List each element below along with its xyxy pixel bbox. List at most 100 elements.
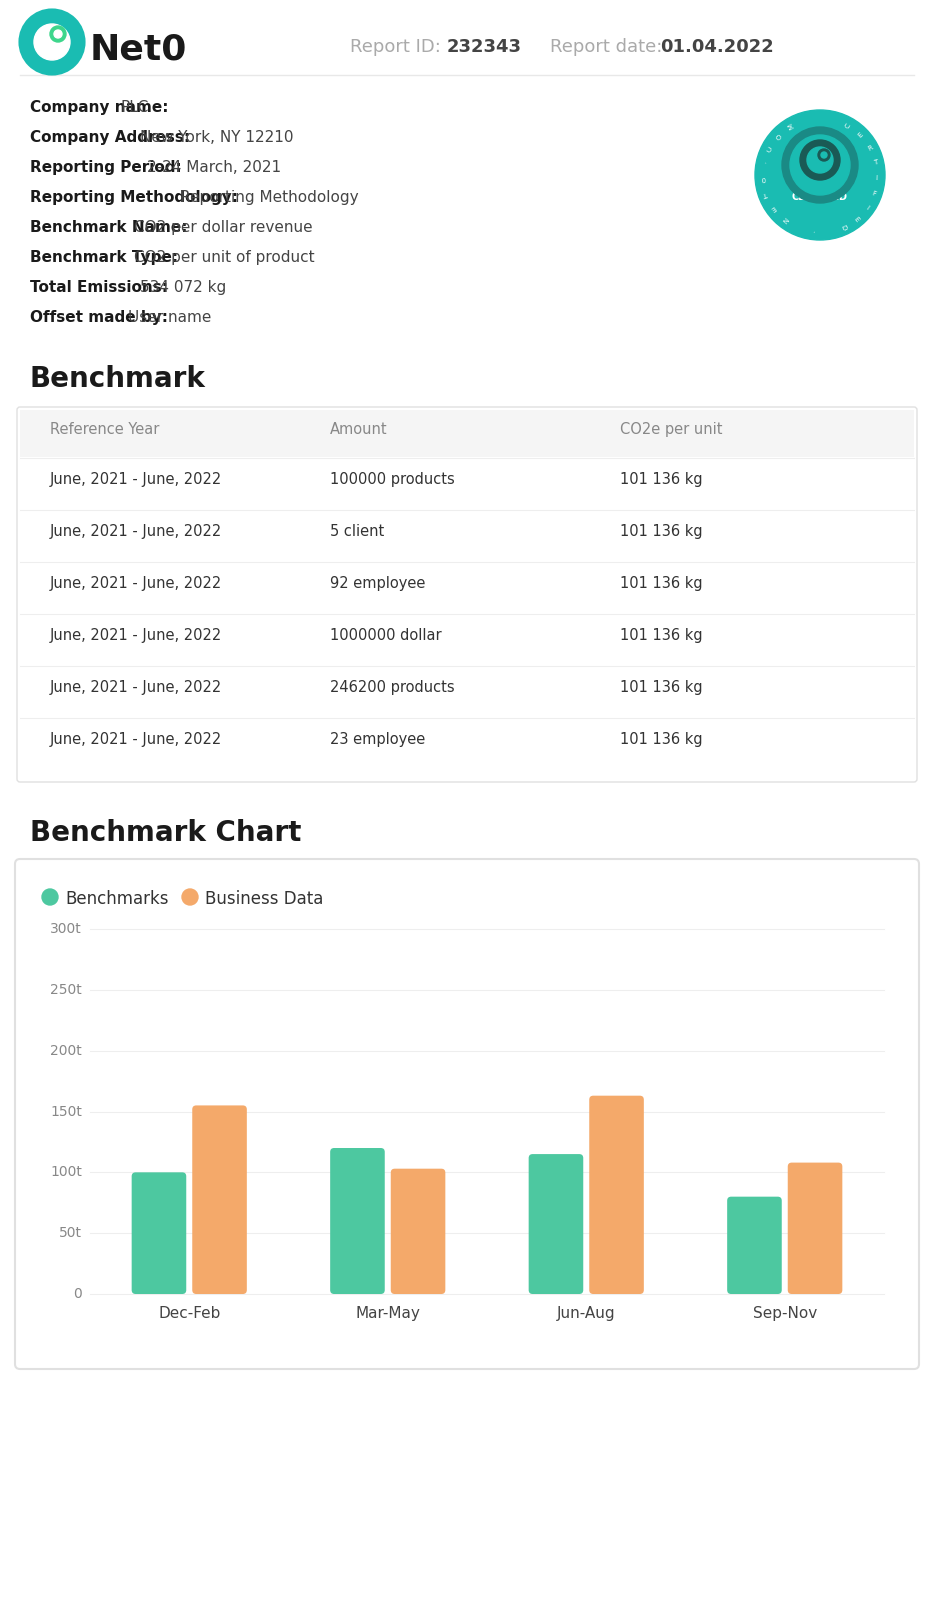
FancyBboxPatch shape [728,1197,782,1294]
Text: I: I [864,205,870,211]
Text: M: M [787,122,796,130]
Text: E: E [853,216,860,222]
Text: Total Emissions:: Total Emissions: [30,280,173,294]
Text: New York, NY 12210: New York, NY 12210 [140,130,294,146]
Text: 2-24 March, 2021: 2-24 March, 2021 [147,160,281,174]
Text: June, 2021 - June, 2022: June, 2021 - June, 2022 [50,627,222,643]
Text: E: E [770,203,777,211]
Text: 150t: 150t [50,1104,82,1118]
Text: N: N [780,214,787,222]
Text: Reporting Period:: Reporting Period: [30,160,187,174]
Text: Amount: Amount [330,422,388,437]
FancyBboxPatch shape [529,1154,583,1294]
Text: Offset made by:: Offset made by: [30,310,168,325]
Circle shape [50,26,66,42]
Text: 101 136 kg: 101 136 kg [620,525,702,539]
Circle shape [818,149,830,162]
Text: Net0: Net0 [90,32,188,66]
Text: Dec-Feb: Dec-Feb [158,1306,220,1322]
Text: Report ID:: Report ID: [350,38,441,56]
Text: Reference Year: Reference Year [50,422,160,437]
Text: I: I [876,174,878,181]
Text: Benchmarks: Benchmarks [65,890,168,909]
Text: R: R [867,144,873,152]
Text: 250t: 250t [50,982,82,997]
FancyBboxPatch shape [589,1096,644,1294]
Circle shape [182,890,198,906]
Text: Reporting Methodology: Reporting Methodology [179,190,358,205]
Text: Benchmark Type:: Benchmark Type: [30,250,183,266]
Text: D: D [839,224,847,230]
Text: 246200 products: 246200 products [330,680,455,694]
Text: CERTIFIED: CERTIFIED [792,192,848,202]
Text: Sep-Nov: Sep-Nov [753,1306,817,1322]
Text: 0: 0 [73,1286,82,1301]
Text: E: E [857,131,865,139]
Text: CO2 per unit of product: CO2 per unit of product [134,250,315,266]
Text: 92 employee: 92 employee [330,576,425,590]
Text: 200t: 200t [50,1043,82,1058]
Circle shape [807,147,833,173]
Circle shape [790,134,850,195]
Text: Benchmark Name:: Benchmark Name: [30,219,192,235]
FancyBboxPatch shape [20,410,914,458]
Text: Mar-May: Mar-May [355,1306,420,1322]
Text: 300t: 300t [50,922,82,936]
Text: 50t: 50t [59,1226,82,1240]
Text: T: T [763,190,769,197]
Text: June, 2021 - June, 2022: June, 2021 - June, 2022 [50,525,222,539]
Text: Business Data: Business Data [205,890,323,909]
Text: June, 2021 - June, 2022: June, 2021 - June, 2022 [50,733,222,747]
Text: Benchmark Chart: Benchmark Chart [30,819,302,846]
Circle shape [821,152,827,158]
Text: 5 client: 5 client [330,525,384,539]
Text: Company Address:: Company Address: [30,130,195,146]
FancyBboxPatch shape [330,1149,385,1294]
FancyBboxPatch shape [390,1168,446,1294]
Text: Benchmark: Benchmark [30,365,205,394]
Text: Reporting Methodology:: Reporting Methodology: [30,190,243,205]
Text: T: T [873,158,878,166]
Text: 23 employee: 23 employee [330,733,425,747]
Text: 101 136 kg: 101 136 kg [620,733,702,747]
Text: C: C [844,122,853,130]
Text: .: . [763,160,766,166]
Text: 101 136 kg: 101 136 kg [620,627,702,643]
FancyBboxPatch shape [132,1173,186,1294]
Text: F: F [871,190,877,197]
Text: 100000 products: 100000 products [330,472,455,486]
Circle shape [24,14,80,70]
Text: 101 136 kg: 101 136 kg [620,472,702,486]
Text: June, 2021 - June, 2022: June, 2021 - June, 2022 [50,472,222,486]
Text: CO2e per unit: CO2e per unit [620,422,723,437]
Text: User name: User name [128,310,211,325]
Text: CO2 per dollar revenue: CO2 per dollar revenue [134,219,313,235]
Circle shape [34,24,70,59]
Text: PLC: PLC [121,99,149,115]
Text: 100t: 100t [50,1165,82,1179]
Text: Report date:: Report date: [550,38,662,56]
Circle shape [800,141,840,179]
Text: 01.04.2022: 01.04.2022 [660,38,773,56]
Text: 1000000 dollar: 1000000 dollar [330,627,442,643]
Text: Net0: Net0 [803,179,837,194]
Text: 534 072 kg: 534 072 kg [140,280,227,294]
FancyBboxPatch shape [192,1106,247,1294]
Text: June, 2021 - June, 2022: June, 2021 - June, 2022 [50,680,222,694]
FancyBboxPatch shape [787,1163,842,1294]
Text: 0: 0 [760,174,766,181]
Text: 101 136 kg: 101 136 kg [620,680,702,694]
Circle shape [782,126,858,203]
Circle shape [42,890,58,906]
Text: 101 136 kg: 101 136 kg [620,576,702,590]
Text: O: O [775,131,784,139]
Circle shape [54,30,62,38]
Text: Jun-Aug: Jun-Aug [557,1306,616,1322]
Text: June, 2021 - June, 2022: June, 2021 - June, 2022 [50,576,222,590]
Text: 232343: 232343 [447,38,522,56]
Text: ·: · [809,230,815,234]
Text: Company name:: Company name: [30,99,174,115]
Text: C: C [767,144,773,152]
Circle shape [755,110,885,240]
FancyBboxPatch shape [15,859,919,1370]
